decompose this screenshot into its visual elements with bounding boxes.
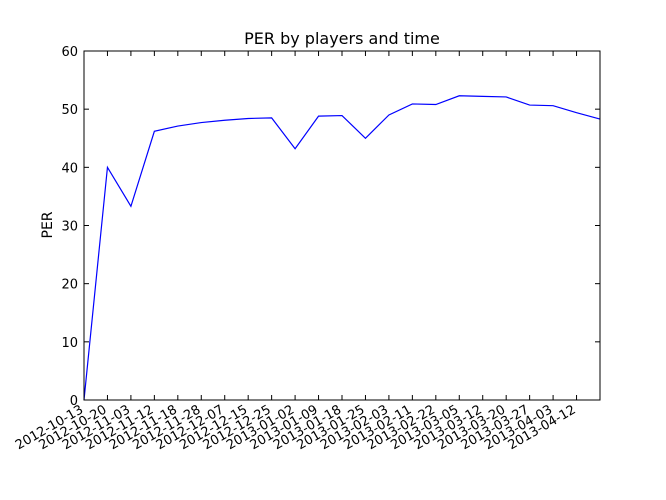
chart-title: PER by players and time (244, 29, 440, 48)
y-tick-label: 60 (61, 45, 78, 60)
series-layer (83, 95, 601, 401)
plot-area-frame (83, 50, 601, 401)
y-tick-label: 50 (61, 103, 78, 118)
series-line (83, 95, 601, 401)
y-tick-label: 20 (61, 278, 78, 293)
y-axis-ticks: 0 10 20 30 40 50 60 (61, 45, 600, 409)
y-tick-label: 10 (61, 336, 78, 351)
y-tick-label: 40 (61, 161, 78, 176)
y-axis-label: PER (40, 211, 56, 238)
x-axis-ticks: 2012-10-132012-10-202012-11-032012-11-12… (13, 51, 579, 453)
y-tick-label: 0 (70, 394, 78, 409)
y-tick-label: 30 (61, 220, 78, 235)
